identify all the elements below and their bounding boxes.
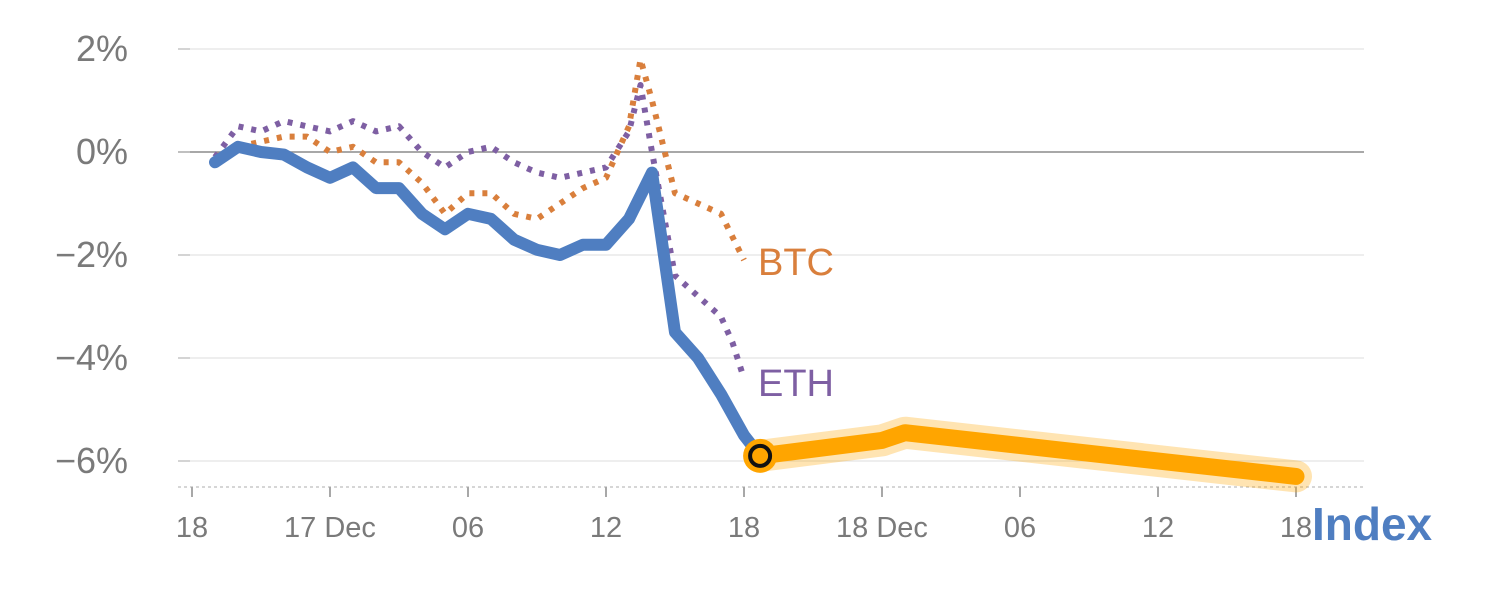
index-line bbox=[209, 140, 767, 462]
x-tick-label: 17 Dec bbox=[284, 512, 376, 544]
y-tick-label: 0% bbox=[76, 131, 128, 172]
transition-marker bbox=[748, 443, 773, 468]
index-forecast-line bbox=[751, 424, 1305, 485]
x-tick-label: 06 bbox=[452, 512, 484, 544]
series-lines bbox=[209, 56, 1312, 493]
y-tick-label: −2% bbox=[55, 234, 128, 275]
x-tick-label: 06 bbox=[1004, 512, 1036, 544]
index-series-label: Index bbox=[1312, 498, 1433, 550]
x-tick-label: 18 Dec bbox=[836, 512, 928, 544]
btc-series-label: BTC bbox=[758, 242, 834, 284]
series-labels: BTC ETH Index bbox=[758, 242, 1433, 550]
x-axis-ticks: 18 17 Dec 06 12 18 18 Dec 06 12 18 bbox=[176, 512, 1312, 544]
eth-series-label: ETH bbox=[758, 363, 834, 405]
y-tick-label: −4% bbox=[55, 337, 128, 378]
y-tick-label: −6% bbox=[55, 440, 128, 481]
x-tick-label: 18 bbox=[728, 512, 760, 544]
x-tick-label: 18 bbox=[176, 512, 208, 544]
x-tick-label: 18 bbox=[1280, 512, 1312, 544]
y-tick-label: 2% bbox=[76, 28, 128, 69]
y-axis-ticks: 2% 0% −2% −4% −6% bbox=[55, 28, 128, 481]
btc-line bbox=[213, 56, 747, 262]
x-tick-label: 12 bbox=[590, 512, 622, 544]
x-axis bbox=[178, 486, 1364, 497]
x-tick-label: 12 bbox=[1142, 512, 1174, 544]
